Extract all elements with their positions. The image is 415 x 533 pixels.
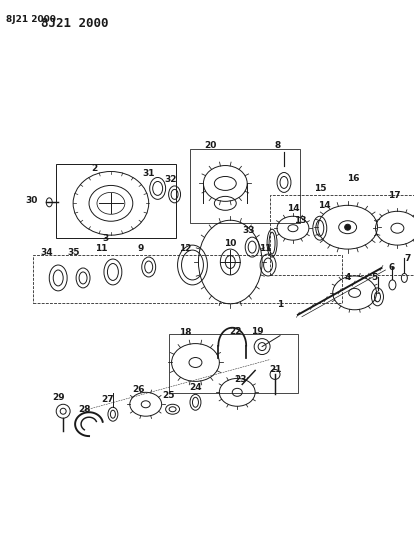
- Text: 21: 21: [269, 365, 281, 374]
- Bar: [56, 164, 176, 238]
- Text: 16: 16: [347, 174, 360, 183]
- Text: 9: 9: [137, 244, 144, 253]
- Text: 2: 2: [91, 164, 97, 173]
- Text: 6: 6: [388, 263, 395, 272]
- Text: 25: 25: [162, 391, 175, 400]
- Text: 1: 1: [277, 300, 283, 309]
- Text: 15: 15: [314, 184, 326, 193]
- Text: 3: 3: [103, 233, 109, 243]
- Text: 19: 19: [251, 327, 264, 336]
- Text: 17: 17: [388, 191, 401, 200]
- Bar: [270, 196, 414, 275]
- Text: 11: 11: [95, 244, 107, 253]
- Text: 20: 20: [204, 141, 217, 150]
- Text: 8J21 2000: 8J21 2000: [41, 17, 109, 30]
- Text: 10: 10: [224, 239, 237, 248]
- Bar: [190, 149, 300, 223]
- Text: 8: 8: [275, 141, 281, 150]
- Text: 7: 7: [404, 254, 410, 263]
- Bar: [168, 334, 298, 393]
- Text: 28: 28: [78, 405, 90, 414]
- Text: 35: 35: [68, 247, 81, 256]
- Text: 18: 18: [179, 328, 192, 337]
- Text: 13: 13: [294, 216, 306, 225]
- Text: 14: 14: [287, 204, 299, 213]
- Bar: [33, 255, 342, 303]
- Text: 22: 22: [229, 327, 242, 336]
- Text: 32: 32: [164, 175, 177, 184]
- Text: 30: 30: [25, 196, 37, 205]
- Circle shape: [345, 224, 351, 230]
- Text: 27: 27: [102, 395, 114, 404]
- Text: 4: 4: [344, 273, 351, 282]
- Text: 26: 26: [132, 385, 145, 394]
- Text: 29: 29: [52, 393, 64, 402]
- Text: 31: 31: [142, 169, 155, 178]
- Text: 34: 34: [40, 247, 53, 256]
- Text: 8J21 2000: 8J21 2000: [6, 15, 56, 24]
- Text: 11: 11: [259, 244, 271, 253]
- Text: 33: 33: [242, 225, 254, 235]
- Text: 5: 5: [371, 273, 378, 282]
- Text: 14: 14: [318, 201, 331, 210]
- Text: 12: 12: [179, 244, 192, 253]
- Text: 24: 24: [189, 383, 202, 392]
- Text: 23: 23: [234, 375, 247, 384]
